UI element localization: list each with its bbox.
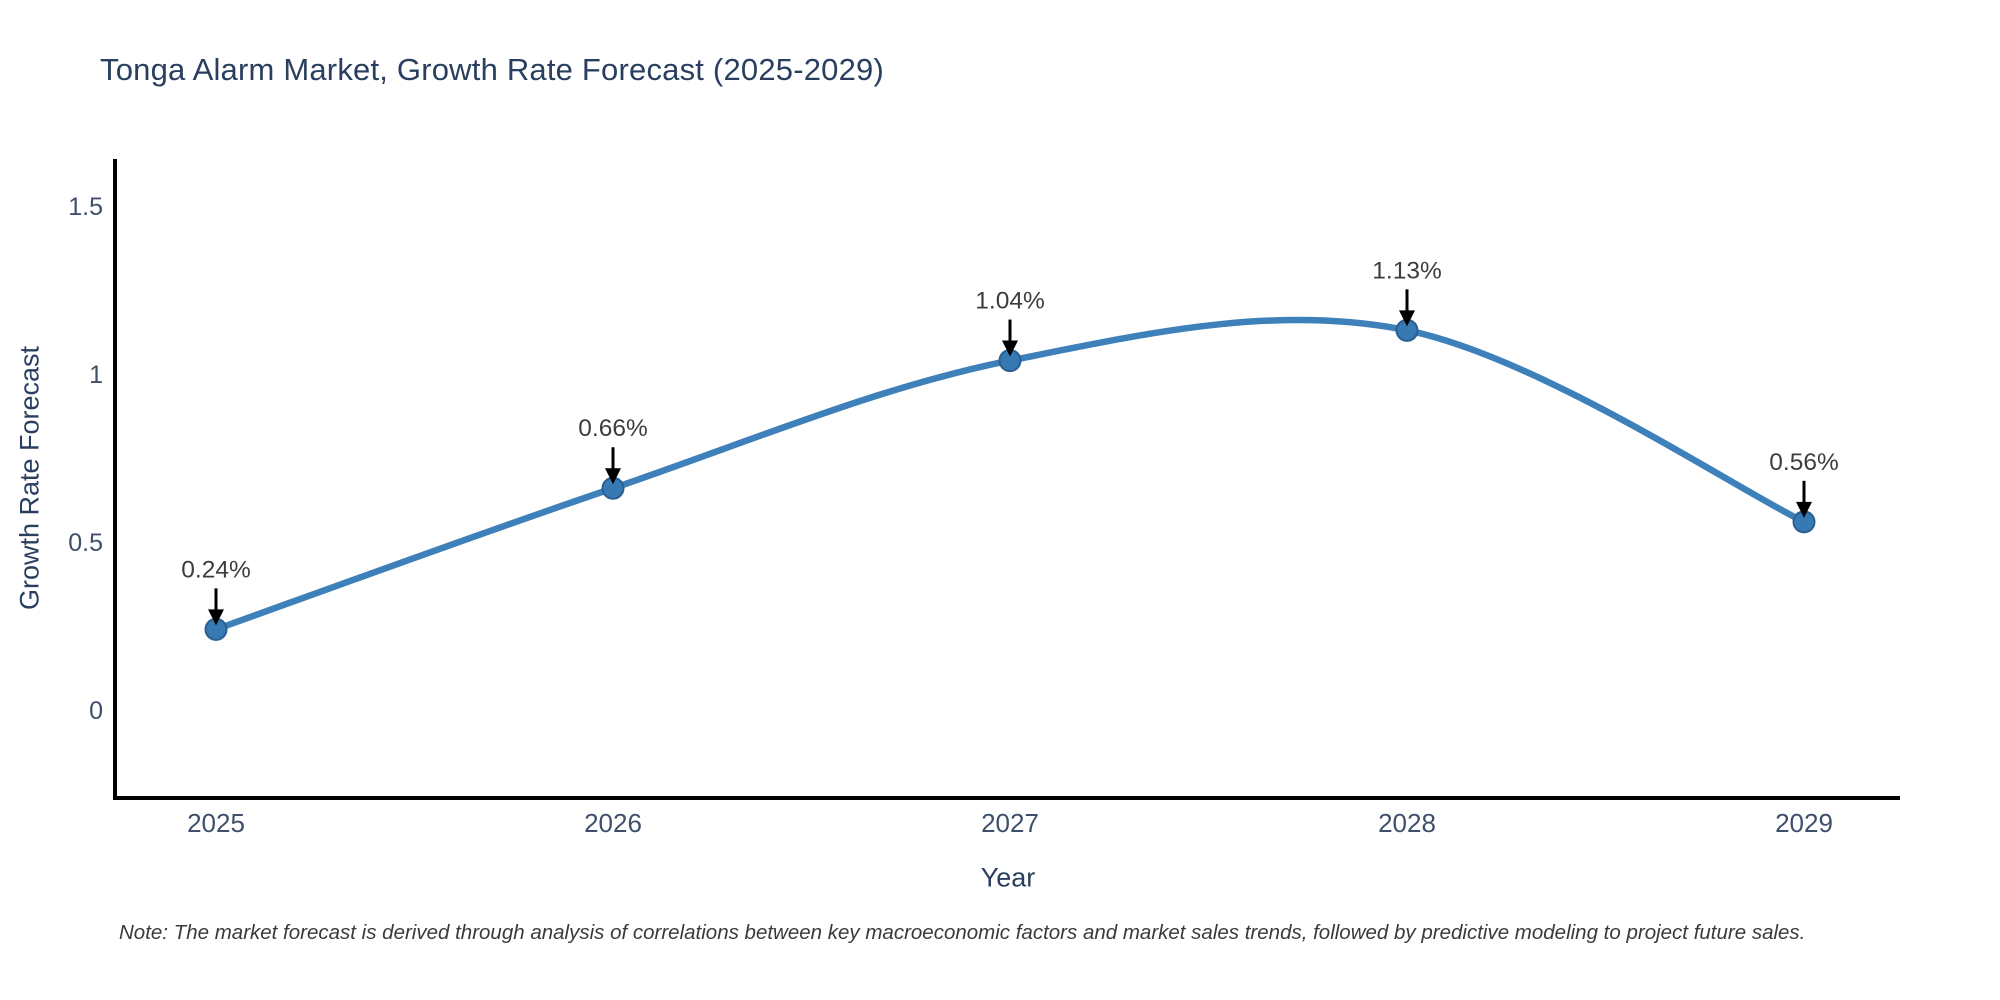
y-tick-label: 1 (89, 361, 103, 389)
data-point-label: 1.04% (975, 288, 1044, 315)
annotation-arrow-head (208, 609, 224, 626)
x-tick-label: 2027 (981, 808, 1039, 838)
data-point-label: 0.66% (578, 415, 647, 442)
x-tick-label: 2025 (187, 808, 245, 838)
annotation-arrow-head (1002, 340, 1018, 357)
y-tick-label: 0 (89, 697, 103, 725)
data-point-label: 1.13% (1372, 257, 1441, 284)
annotation-arrow-head (605, 468, 621, 485)
footnote-text: Note: The market forecast is derived thr… (119, 921, 1806, 944)
annotation-arrow-head (1796, 501, 1812, 518)
annotation-arrow-head (1399, 310, 1415, 327)
data-point-label: 0.56% (1769, 449, 1838, 476)
x-tick-label: 2028 (1378, 808, 1436, 838)
x-tick-label: 2026 (584, 808, 642, 838)
y-tick-label: 1.5 (68, 193, 103, 221)
y-tick-label: 0.5 (68, 529, 103, 557)
x-tick-label: 2029 (1775, 808, 1833, 838)
chart-title: Tonga Alarm Market, Growth Rate Forecast… (100, 52, 885, 87)
data-point-label: 0.24% (181, 556, 250, 583)
x-axis-title: Year (980, 862, 1036, 893)
